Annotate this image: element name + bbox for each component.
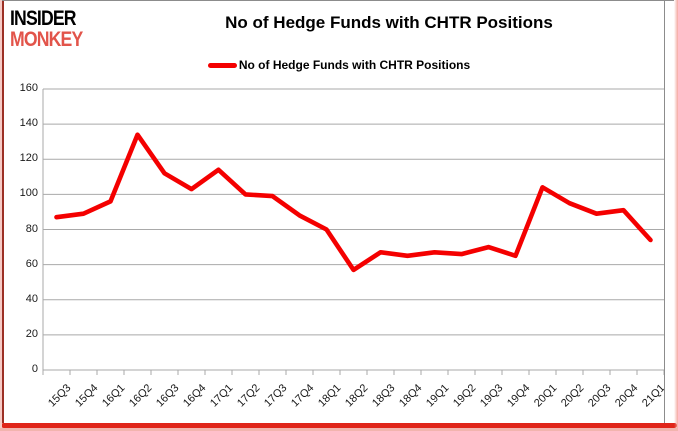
frame-bottom-border xyxy=(1,423,677,428)
y-axis-label-80: 80 xyxy=(25,222,38,235)
chart-title: No of Hedge Funds with CHTR Positions xyxy=(225,13,553,32)
logo-line-insider: INSIDER xyxy=(10,7,77,30)
y-axis-label-60: 60 xyxy=(25,257,38,270)
frame-bottom-glow xyxy=(0,428,678,431)
frame-top-border xyxy=(0,0,674,1)
frame-left-glow xyxy=(0,0,2,431)
y-axis-label-160: 160 xyxy=(19,82,38,94)
y-axis-label-140: 140 xyxy=(19,117,38,130)
series-line-chtr xyxy=(54,132,653,273)
logo-line-monkey: MONKEY xyxy=(10,28,83,51)
legend-line-marker xyxy=(207,62,237,68)
legend-label: No of Hedge Funds with CHTR Positions xyxy=(238,58,471,72)
legend: No of Hedge Funds with CHTR Positions xyxy=(0,58,678,72)
frame-right-glow xyxy=(674,0,678,431)
y-axis-label-20: 20 xyxy=(25,327,38,340)
frame-left-border xyxy=(2,1,4,423)
y-axis-label-0: 0 xyxy=(31,363,38,375)
frame-right-border xyxy=(664,0,665,423)
insider-monkey-logo: INSIDER MONKEY xyxy=(10,8,96,50)
y-axis-label-120: 120 xyxy=(19,152,38,165)
y-axis-label-100: 100 xyxy=(19,187,38,200)
y-axis-label-40: 40 xyxy=(25,292,38,305)
